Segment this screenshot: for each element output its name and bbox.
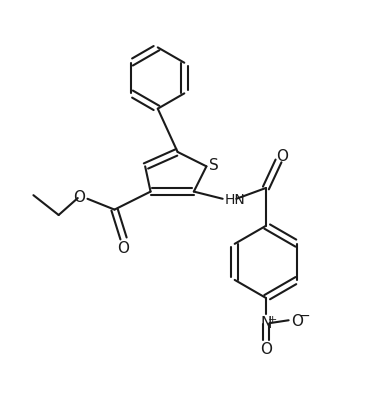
Text: O: O xyxy=(117,240,130,255)
Text: S: S xyxy=(209,158,219,173)
Text: −: − xyxy=(299,308,310,322)
Text: O: O xyxy=(74,190,86,205)
Text: O: O xyxy=(260,341,272,356)
Text: HN: HN xyxy=(224,192,245,206)
Text: O: O xyxy=(291,313,303,328)
Text: O: O xyxy=(276,149,288,164)
Text: +: + xyxy=(268,314,277,324)
Text: N: N xyxy=(260,315,272,330)
